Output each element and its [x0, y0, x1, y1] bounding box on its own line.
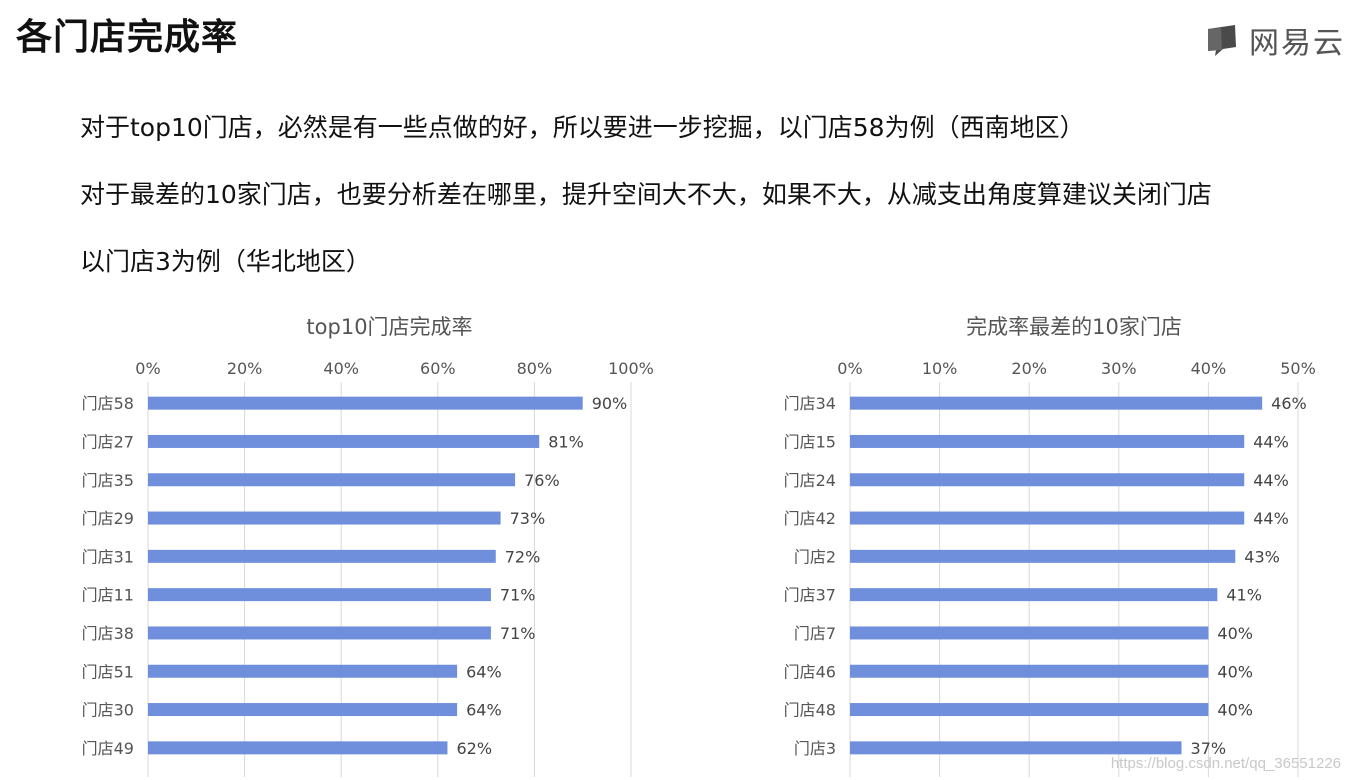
cloud-logo-icon [1208, 25, 1236, 56]
x-tick-label: 30% [1101, 359, 1137, 378]
x-tick-label: 40% [323, 359, 359, 378]
chart-bottom10: 完成率最差的10家门店 0% 10% 20% 30% 40% 50% 门店34 46% 门店15 4… [760, 300, 1340, 780]
chart-title: top10门店完成率 [306, 315, 472, 339]
chart-title: 完成率最差的10家门店 [966, 315, 1182, 339]
bar [148, 588, 491, 602]
data-label: 46% [1271, 394, 1307, 413]
top10-bar-chart: top10门店完成率 0% 20% 40% 60% 80% 100% 门店58 90% 门店27 8… [82, 315, 654, 777]
bar [850, 626, 1209, 640]
text-line-1: 对于top10门店，必然是有一些点做的好，所以要进一步挖掘，以门店58为例（西南… [80, 113, 1085, 142]
data-label: 73% [510, 509, 546, 528]
category-label: 门店29 [82, 509, 134, 528]
category-label: 门店46 [784, 662, 836, 681]
category-label: 门店7 [794, 624, 836, 643]
x-tick-label: 20% [1011, 359, 1047, 378]
x-tick-label: 0% [837, 359, 862, 378]
data-label: 81% [548, 432, 584, 451]
data-label: 76% [524, 471, 560, 490]
bottom10-bar-chart: 完成率最差的10家门店 0% 10% 20% 30% 40% 50% 门店34 46% 门店15 4… [784, 315, 1316, 777]
bar [148, 549, 496, 563]
category-label: 门店34 [784, 394, 836, 413]
data-label: 44% [1253, 509, 1289, 528]
category-label: 门店15 [784, 432, 836, 451]
data-label: 44% [1253, 471, 1289, 490]
bar [850, 434, 1245, 448]
bar [850, 588, 1218, 602]
bar [148, 473, 516, 487]
category-label: 门店48 [784, 701, 836, 720]
watermark: https://blog.csdn.net/qq_36551226 [1110, 755, 1341, 772]
data-label: 37% [1191, 739, 1227, 758]
bar [850, 396, 1263, 410]
data-label: 40% [1217, 701, 1253, 720]
bar [148, 434, 540, 448]
bar [148, 511, 501, 525]
x-tick-label: 50% [1280, 359, 1316, 378]
x-tick-label: 60% [420, 359, 456, 378]
data-label: 40% [1217, 662, 1253, 681]
bar [148, 741, 448, 755]
category-label: 门店51 [82, 662, 134, 681]
data-label: 64% [466, 662, 502, 681]
category-label: 门店3 [794, 739, 836, 758]
x-tick-label: 0% [135, 359, 160, 378]
x-tick-label: 100% [608, 359, 654, 378]
data-label: 44% [1253, 432, 1289, 451]
text-line-2: 对于最差的10家门店，也要分析差在哪里，提升空间大不大，如果不大，从减支出角度算… [80, 180, 1212, 209]
data-label: 64% [466, 701, 502, 720]
bar [850, 473, 1245, 487]
bar [148, 703, 458, 717]
category-label: 门店42 [784, 509, 836, 528]
x-tick-label: 20% [227, 359, 263, 378]
category-label: 门店49 [82, 739, 134, 758]
category-label: 门店38 [82, 624, 134, 643]
data-label: 72% [505, 547, 541, 566]
data-label: 41% [1226, 586, 1262, 605]
category-label: 门店31 [82, 547, 134, 566]
bar [148, 664, 458, 678]
brand-logo: 网易云 [1205, 18, 1345, 62]
category-label: 门店37 [784, 586, 836, 605]
data-label: 90% [592, 394, 628, 413]
bar [850, 664, 1209, 678]
brand-name: 网易云 [1249, 26, 1345, 61]
category-label: 门店2 [794, 547, 836, 566]
category-label: 门店27 [82, 432, 134, 451]
text-line-3: 以门店3为例（华北地区） [80, 247, 371, 276]
category-label: 门店35 [82, 471, 134, 490]
data-label: 62% [456, 739, 492, 758]
bar [850, 703, 1209, 717]
chart-top10: top10门店完成率 0% 20% 40% 60% 80% 100% 门店58 90% 门店27 8… [60, 300, 680, 780]
data-label: 40% [1217, 624, 1253, 643]
page-title: 各门店完成率 [16, 17, 239, 58]
x-tick-label: 40% [1191, 359, 1227, 378]
bar [850, 511, 1245, 525]
bar [850, 741, 1182, 755]
data-label: 71% [500, 624, 536, 643]
category-label: 门店24 [784, 471, 836, 490]
category-label: 门店30 [82, 701, 134, 720]
bar [148, 626, 491, 640]
bar [148, 396, 583, 410]
category-label: 门店58 [82, 394, 134, 413]
bar [850, 549, 1236, 563]
data-label: 43% [1244, 547, 1280, 566]
x-tick-label: 80% [517, 359, 553, 378]
category-label: 门店11 [82, 586, 134, 605]
data-label: 71% [500, 586, 536, 605]
x-tick-label: 10% [922, 359, 958, 378]
